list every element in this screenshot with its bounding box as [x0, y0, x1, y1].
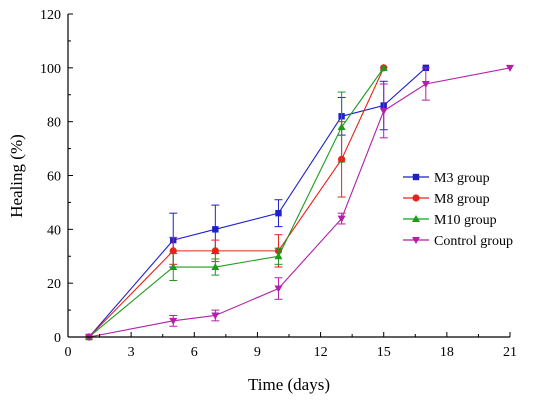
legend-marker [412, 173, 420, 181]
data-point [337, 215, 346, 223]
y-tick-label: 80 [47, 116, 61, 131]
x-tick-label: 3 [128, 345, 135, 360]
y-tick-label: 20 [47, 277, 61, 292]
series-3 [85, 64, 514, 341]
legend-item: Control group [403, 234, 513, 249]
x-tick-label: 0 [65, 345, 72, 360]
data-point [379, 107, 388, 115]
x-axis-label: Time (days) [248, 375, 330, 394]
data-point [211, 312, 220, 320]
data-point [169, 263, 178, 271]
x-tick-label: 15 [377, 345, 391, 360]
legend-item: M3 group [403, 171, 490, 186]
y-tick-label: 0 [54, 331, 61, 346]
legend-label: Control group [434, 234, 513, 249]
legend-item: M8 group [403, 192, 490, 207]
series-line [88, 67, 511, 338]
data-point [506, 64, 514, 72]
legend-marker [412, 237, 420, 244]
series-2 [85, 63, 388, 340]
series-0 [85, 64, 430, 341]
plot-area [85, 63, 514, 341]
series-line [88, 67, 385, 338]
data-point [211, 247, 219, 255]
data-point [211, 263, 220, 271]
x-tick-label: 6 [191, 345, 198, 360]
data-point [337, 123, 346, 131]
data-point [379, 63, 388, 71]
data-point [421, 80, 430, 88]
legend-label: M8 group [434, 192, 490, 207]
y-tick-label: 120 [40, 8, 61, 23]
y-tick-label: 40 [47, 223, 61, 238]
legend-label: M10 group [434, 213, 497, 228]
x-tick-label: 18 [440, 345, 454, 360]
data-point [274, 285, 283, 293]
legend: M3 group M8 group M10 group Control group [403, 171, 513, 249]
legend-marker [412, 194, 420, 202]
series-line [88, 67, 385, 338]
data-point [212, 226, 219, 233]
data-point [169, 317, 178, 325]
x-tick-label: 21 [503, 345, 517, 360]
y-axis-label: Healing (%) [7, 134, 26, 218]
x-tick-label: 12 [314, 345, 328, 360]
x-tick-label: 9 [254, 345, 261, 360]
data-point [275, 209, 282, 217]
y-ticks: 0 20 40 60 80 100 120 [40, 8, 73, 346]
legend-item: M10 group [403, 213, 497, 228]
series-line [88, 67, 427, 338]
x-ticks: 0 3 6 9 12 15 18 21 [65, 332, 517, 360]
data-point [274, 252, 283, 260]
legend-label: M3 group [434, 171, 490, 186]
data-point [169, 247, 177, 255]
y-tick-label: 60 [47, 170, 61, 185]
y-tick-label: 100 [40, 62, 61, 77]
legend-marker [412, 215, 420, 222]
